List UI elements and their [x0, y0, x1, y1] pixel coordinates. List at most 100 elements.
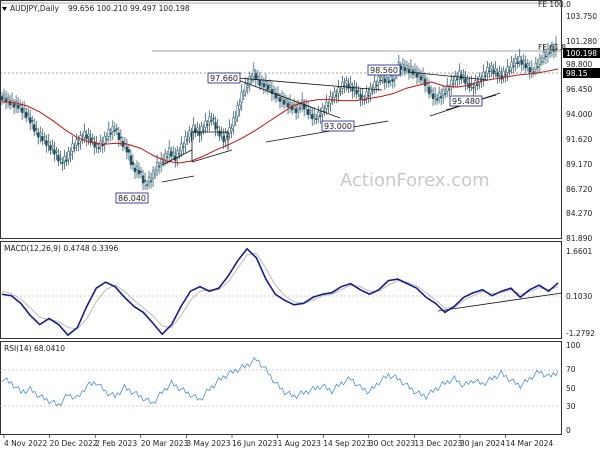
price-panel: [0, 0, 562, 239]
macd-trendline: [437, 292, 563, 312]
candle-body: [127, 149, 131, 153]
candle-body: [516, 61, 519, 65]
candle-body: [391, 79, 394, 82]
candle-body: [266, 84, 270, 91]
x-tick-label: 13 Dec 2023: [414, 439, 462, 448]
candle-body: [248, 75, 251, 84]
candle-body: [85, 134, 88, 140]
candle-body: [355, 89, 358, 95]
candle-body: [178, 153, 181, 155]
candle-body: [117, 132, 120, 140]
price-tick: 94.000: [566, 110, 592, 119]
candle-body: [194, 128, 197, 133]
x-tick-label: 16 Jun 2023: [232, 439, 277, 448]
candle-body: [206, 124, 209, 126]
price-tick: 89.170: [566, 160, 592, 169]
candle-body: [442, 89, 445, 96]
candle-body: [71, 143, 74, 152]
candle-body: [534, 62, 537, 70]
price-tick: 81.890: [566, 234, 592, 243]
x-tick-label: 14 Mar 2024: [506, 439, 554, 448]
candle-body: [377, 76, 380, 83]
candle-body: [387, 80, 390, 84]
candle-body: [37, 132, 40, 138]
candle-body: [490, 65, 493, 69]
candle-body: [403, 67, 407, 72]
candle-body: [433, 94, 437, 97]
x-tick-label: 20 Mar 2023: [141, 439, 189, 448]
collapse-triangle-icon[interactable]: [2, 7, 7, 11]
candle-body: [427, 86, 431, 95]
candle-body: [25, 111, 28, 118]
candle-body: [415, 73, 419, 78]
candle-body: [12, 103, 16, 108]
candle-body: [212, 118, 215, 120]
candle-body: [542, 52, 546, 59]
trendlines: [161, 71, 501, 183]
svg-text:98.15: 98.15: [566, 69, 588, 78]
macd-line: [1, 247, 559, 337]
candle-body: [83, 131, 86, 138]
rsi-tick: 30: [566, 402, 576, 411]
early-channel-lower: [161, 175, 195, 183]
candle-body: [510, 61, 513, 69]
candle-body: [484, 75, 487, 77]
candle-body: [172, 151, 175, 154]
candle-body: [554, 43, 558, 49]
candle-body: [208, 116, 211, 123]
candle-body: [278, 97, 282, 102]
candle-body: [357, 90, 360, 92]
candle-body: [375, 84, 378, 87]
early-channel-upper: [161, 149, 193, 166]
candle-body: [186, 139, 189, 141]
candle-body: [77, 143, 80, 145]
candle-body: [337, 87, 340, 94]
candle-body: [444, 93, 447, 95]
candle-body: [20, 107, 24, 113]
candle-body: [486, 66, 489, 74]
candle-body: [164, 153, 167, 161]
candle-body: [155, 162, 159, 171]
candle-body: [196, 127, 199, 131]
candle-body: [137, 170, 141, 175]
candle-body: [496, 72, 499, 77]
candle-body: [153, 172, 157, 175]
candle-body: [482, 71, 485, 79]
candle-body: [464, 78, 467, 84]
candle-body: [458, 70, 461, 78]
fe-100-label: FE 100.0: [538, 0, 571, 9]
candle-body: [504, 74, 507, 76]
candle-body: [307, 109, 310, 115]
candle-body: [512, 65, 515, 67]
candle-body: [188, 130, 191, 138]
candle-body: [548, 52, 552, 54]
candle-body: [413, 69, 417, 73]
macd-title: MACD(12,26,9) 0.4748 0.3396: [4, 244, 118, 253]
candle-body: [149, 180, 153, 182]
triangle-upper-line: [237, 77, 383, 91]
candle-body: [129, 155, 133, 165]
candle-body: [506, 66, 509, 73]
candle-body: [95, 143, 98, 145]
candle-body: [214, 122, 217, 130]
ema-line: [1, 68, 559, 164]
rsi-tick: 0: [566, 426, 571, 435]
candle-body: [550, 45, 554, 52]
svg-text:100.198: 100.198: [566, 49, 597, 58]
candle-body: [437, 92, 441, 98]
macd-tick: 1.6601: [566, 247, 592, 256]
candle-body: [0, 96, 4, 101]
annotation-97660: 97.660: [207, 72, 241, 84]
candle-body: [538, 57, 542, 65]
candle-body: [244, 83, 247, 92]
candle-body: [240, 91, 243, 103]
svg-text:93.000: 93.000: [324, 122, 352, 131]
rsi-panel: [0, 341, 562, 435]
candle-body: [552, 49, 556, 52]
candle-body: [16, 104, 20, 109]
candle-body: [256, 75, 259, 78]
price-axis: 103.750 101.280 98.800 96.450 94.000 91.…: [566, 12, 597, 243]
candle-body: [228, 126, 231, 134]
price-tick: 98.800: [566, 60, 592, 69]
